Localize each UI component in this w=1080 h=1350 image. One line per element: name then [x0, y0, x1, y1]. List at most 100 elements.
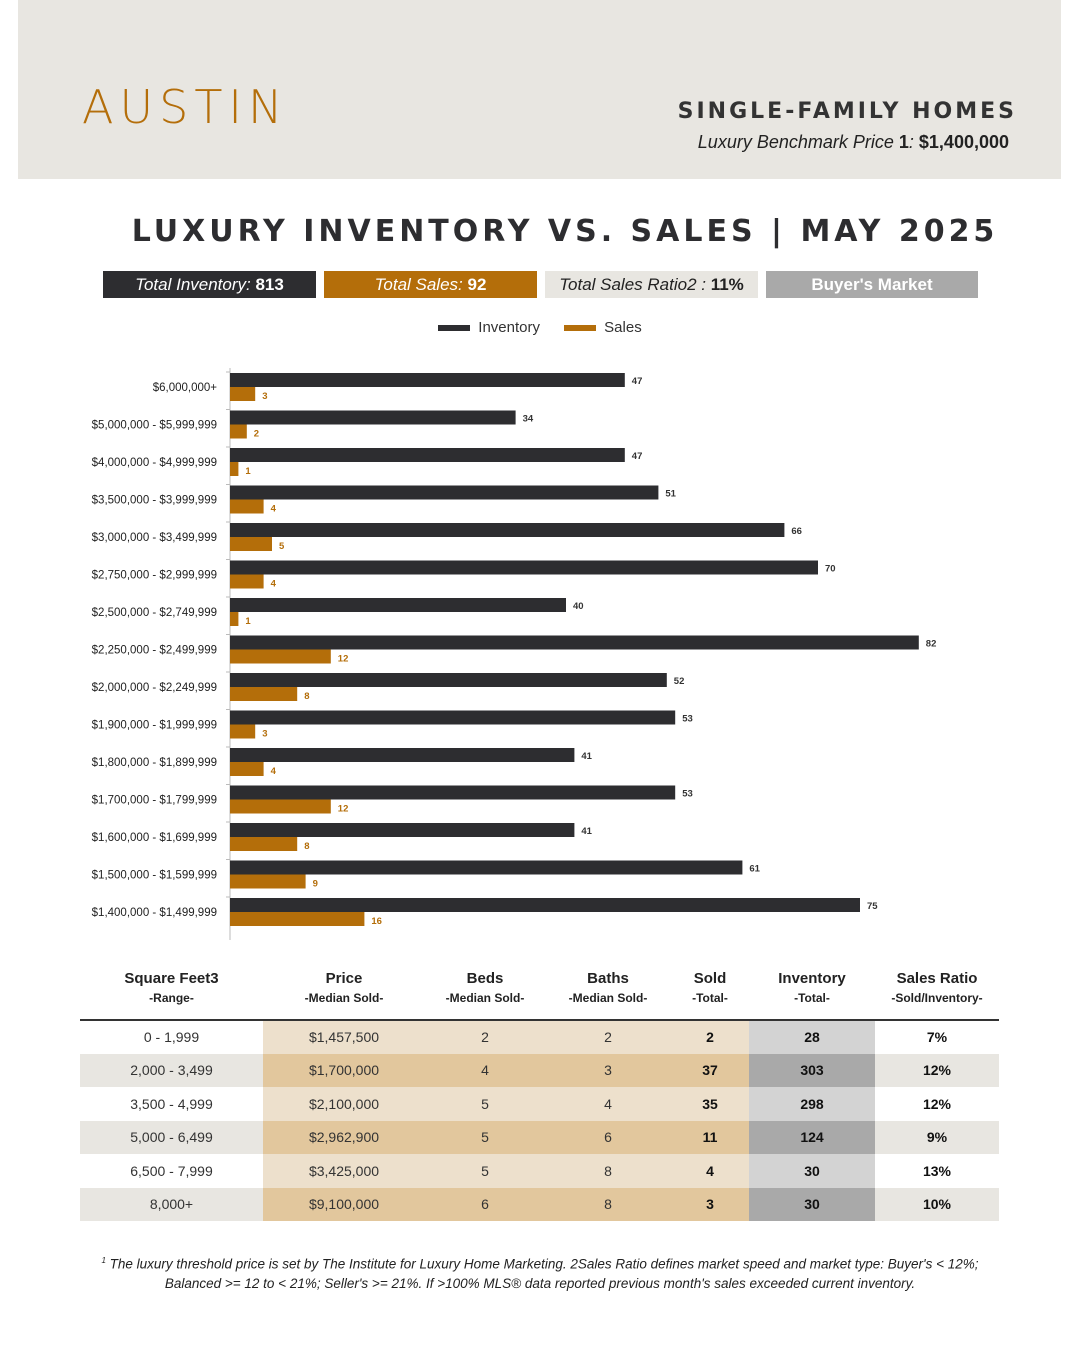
- inventory-value-label: 66: [791, 526, 802, 537]
- inventory-value-label: 51: [665, 489, 676, 500]
- table-row: 2,000 - 3,499 $1,700,000 4 3 37 303 12%: [80, 1053, 999, 1087]
- sales-bar: [230, 687, 298, 701]
- sales-bar: [230, 724, 256, 739]
- inventory-bar: [230, 710, 676, 725]
- category-label: $2,250,000 - $2,499,999: [92, 645, 217, 657]
- inventory-value-label: 61: [749, 864, 760, 875]
- table-row: 8,000+ $9,100,000 6 8 3 30 10%: [80, 1187, 999, 1221]
- table-cell: 5: [425, 1154, 545, 1188]
- column-header-sub: -Sold/Inventory-: [891, 991, 983, 1005]
- category-label: $1,600,000 - $1,699,999: [92, 832, 217, 844]
- sales-value-label: 4: [271, 579, 277, 590]
- sales-bar: [230, 649, 331, 664]
- sales-value-label: 5: [279, 541, 285, 552]
- table-cell: 2: [671, 1019, 749, 1054]
- header-banner: AUSTIN SINGLE-FAMILY HOMES Luxury Benchm…: [18, 0, 1061, 179]
- inventory-bar: [230, 673, 667, 687]
- table-cell: 6: [425, 1187, 545, 1221]
- table-cell: 28: [749, 1019, 875, 1054]
- sales-value-label: 9: [313, 879, 318, 890]
- column-header-sub: -Total-: [794, 991, 830, 1005]
- chart-legend: Inventory Sales: [0, 319, 1080, 336]
- table-body: 0 - 1,999 $1,457,500 2 2 2 28 7% 2,000 - 3,499 $…: [80, 1019, 999, 1221]
- sales-bar: [230, 499, 264, 514]
- inventory-value-label: 41: [581, 751, 592, 762]
- table-cell: 5,000 - 6,499: [80, 1120, 263, 1154]
- inventory-value-label: 47: [632, 376, 643, 387]
- table-row: 6,500 - 7,999 $3,425,000 5 8 4 30 13%: [80, 1154, 999, 1188]
- column-header-sub: -Total-: [692, 991, 728, 1005]
- table-cell: 4: [671, 1154, 749, 1188]
- column-header: Inventory -Total-: [749, 970, 875, 1020]
- sales-bar: [230, 424, 247, 439]
- inventory-bar: [230, 485, 659, 500]
- column-header-label: Sold: [693, 970, 727, 987]
- category-label: $5,000,000 - $5,999,999: [92, 420, 217, 432]
- sales-bar: [230, 387, 256, 401]
- sales-bar: [230, 912, 365, 926]
- inventory-value-label: 70: [825, 564, 836, 575]
- table-row: 0 - 1,999 $1,457,500 2 2 2 28 7%: [80, 1019, 999, 1054]
- table-cell: 303: [749, 1053, 875, 1087]
- sales-bar: [230, 799, 331, 814]
- category-label: $3,000,000 - $3,499,999: [92, 532, 217, 544]
- sales-value-label: 3: [262, 391, 267, 402]
- table-cell: 2,000 - 3,499: [80, 1053, 263, 1087]
- table-cell: 30: [749, 1187, 875, 1221]
- sales-bar: [230, 837, 298, 851]
- category-label: $1,900,000 - $1,999,999: [92, 720, 217, 732]
- inventory-bar: [230, 410, 516, 425]
- sales-value-label: 4: [271, 766, 277, 777]
- inventory-bar: [230, 635, 919, 650]
- table-cell: $1,700,000: [263, 1053, 425, 1087]
- table-cell: 30: [749, 1154, 875, 1188]
- column-header-label: Baths: [587, 970, 629, 987]
- table-cell: 9%: [875, 1120, 999, 1154]
- category-label: $2,500,000 - $2,749,999: [92, 607, 217, 619]
- inventory-bar: [230, 898, 860, 912]
- table-row: 3,500 - 4,999 $2,100,000 5 4 35 298 12%: [80, 1087, 999, 1121]
- table-cell: 3: [671, 1187, 749, 1221]
- column-header: Sales Ratio -Sold/Inventory-: [875, 970, 999, 1020]
- inventory-value-label: 53: [682, 789, 693, 800]
- category-label: $1,500,000 - $1,599,999: [92, 870, 217, 882]
- legend-inventory-swatch: [438, 325, 471, 332]
- table-cell: 8: [545, 1187, 671, 1221]
- sales-ratio-box: Total Sales Ratio2 : 11%: [545, 271, 758, 298]
- sales-bar: [230, 537, 272, 551]
- inventory-value-label: 53: [682, 714, 693, 725]
- sales-bar: [230, 874, 306, 889]
- inventory-value-label: 75: [867, 901, 878, 912]
- property-type-title: SINGLE-FAMILY HOMES: [677, 99, 1017, 124]
- table-cell: 5: [425, 1120, 545, 1154]
- table-cell: 13%: [875, 1154, 999, 1188]
- table-cell: 37: [671, 1053, 749, 1087]
- table-cell: 0 - 1,999: [80, 1019, 263, 1054]
- sales-bar: [230, 462, 239, 476]
- benchmark-price: Luxury Benchmark Price 1: $1,400,000: [697, 132, 1009, 152]
- table-cell: 7%: [875, 1019, 999, 1054]
- report-title: LUXURY INVENTORY VS. SALES | MAY 2025: [131, 214, 999, 249]
- sales-bar: [230, 762, 264, 776]
- table-cell: 12%: [875, 1087, 999, 1121]
- total-inventory-box: Total Inventory: 813: [103, 271, 316, 298]
- column-header: Square Feet3 -Range-: [80, 970, 263, 1020]
- inventory-bar: [230, 748, 575, 762]
- table-cell: 6: [545, 1120, 671, 1154]
- category-label: $6,000,000+: [153, 382, 218, 394]
- sales-bar: [230, 612, 239, 626]
- column-header-label: Square Feet3: [124, 970, 219, 987]
- column-header: Baths -Median Sold-: [545, 970, 671, 1020]
- legend-sales-swatch: [564, 325, 597, 332]
- sales-value-label: 8: [304, 841, 309, 852]
- table-cell: $2,100,000: [263, 1087, 425, 1121]
- inventory-bar: [230, 785, 676, 800]
- column-header-label: Price: [325, 970, 363, 987]
- inventory-bar: [230, 448, 625, 462]
- category-label: $1,400,000 - $1,499,999: [92, 907, 217, 919]
- column-header: Beds -Median Sold-: [425, 970, 545, 1020]
- table-cell: 2: [545, 1019, 671, 1054]
- inventory-bar: [230, 860, 743, 875]
- table-cell: 8: [545, 1154, 671, 1188]
- total-sales-box: Total Sales: 92: [324, 271, 537, 298]
